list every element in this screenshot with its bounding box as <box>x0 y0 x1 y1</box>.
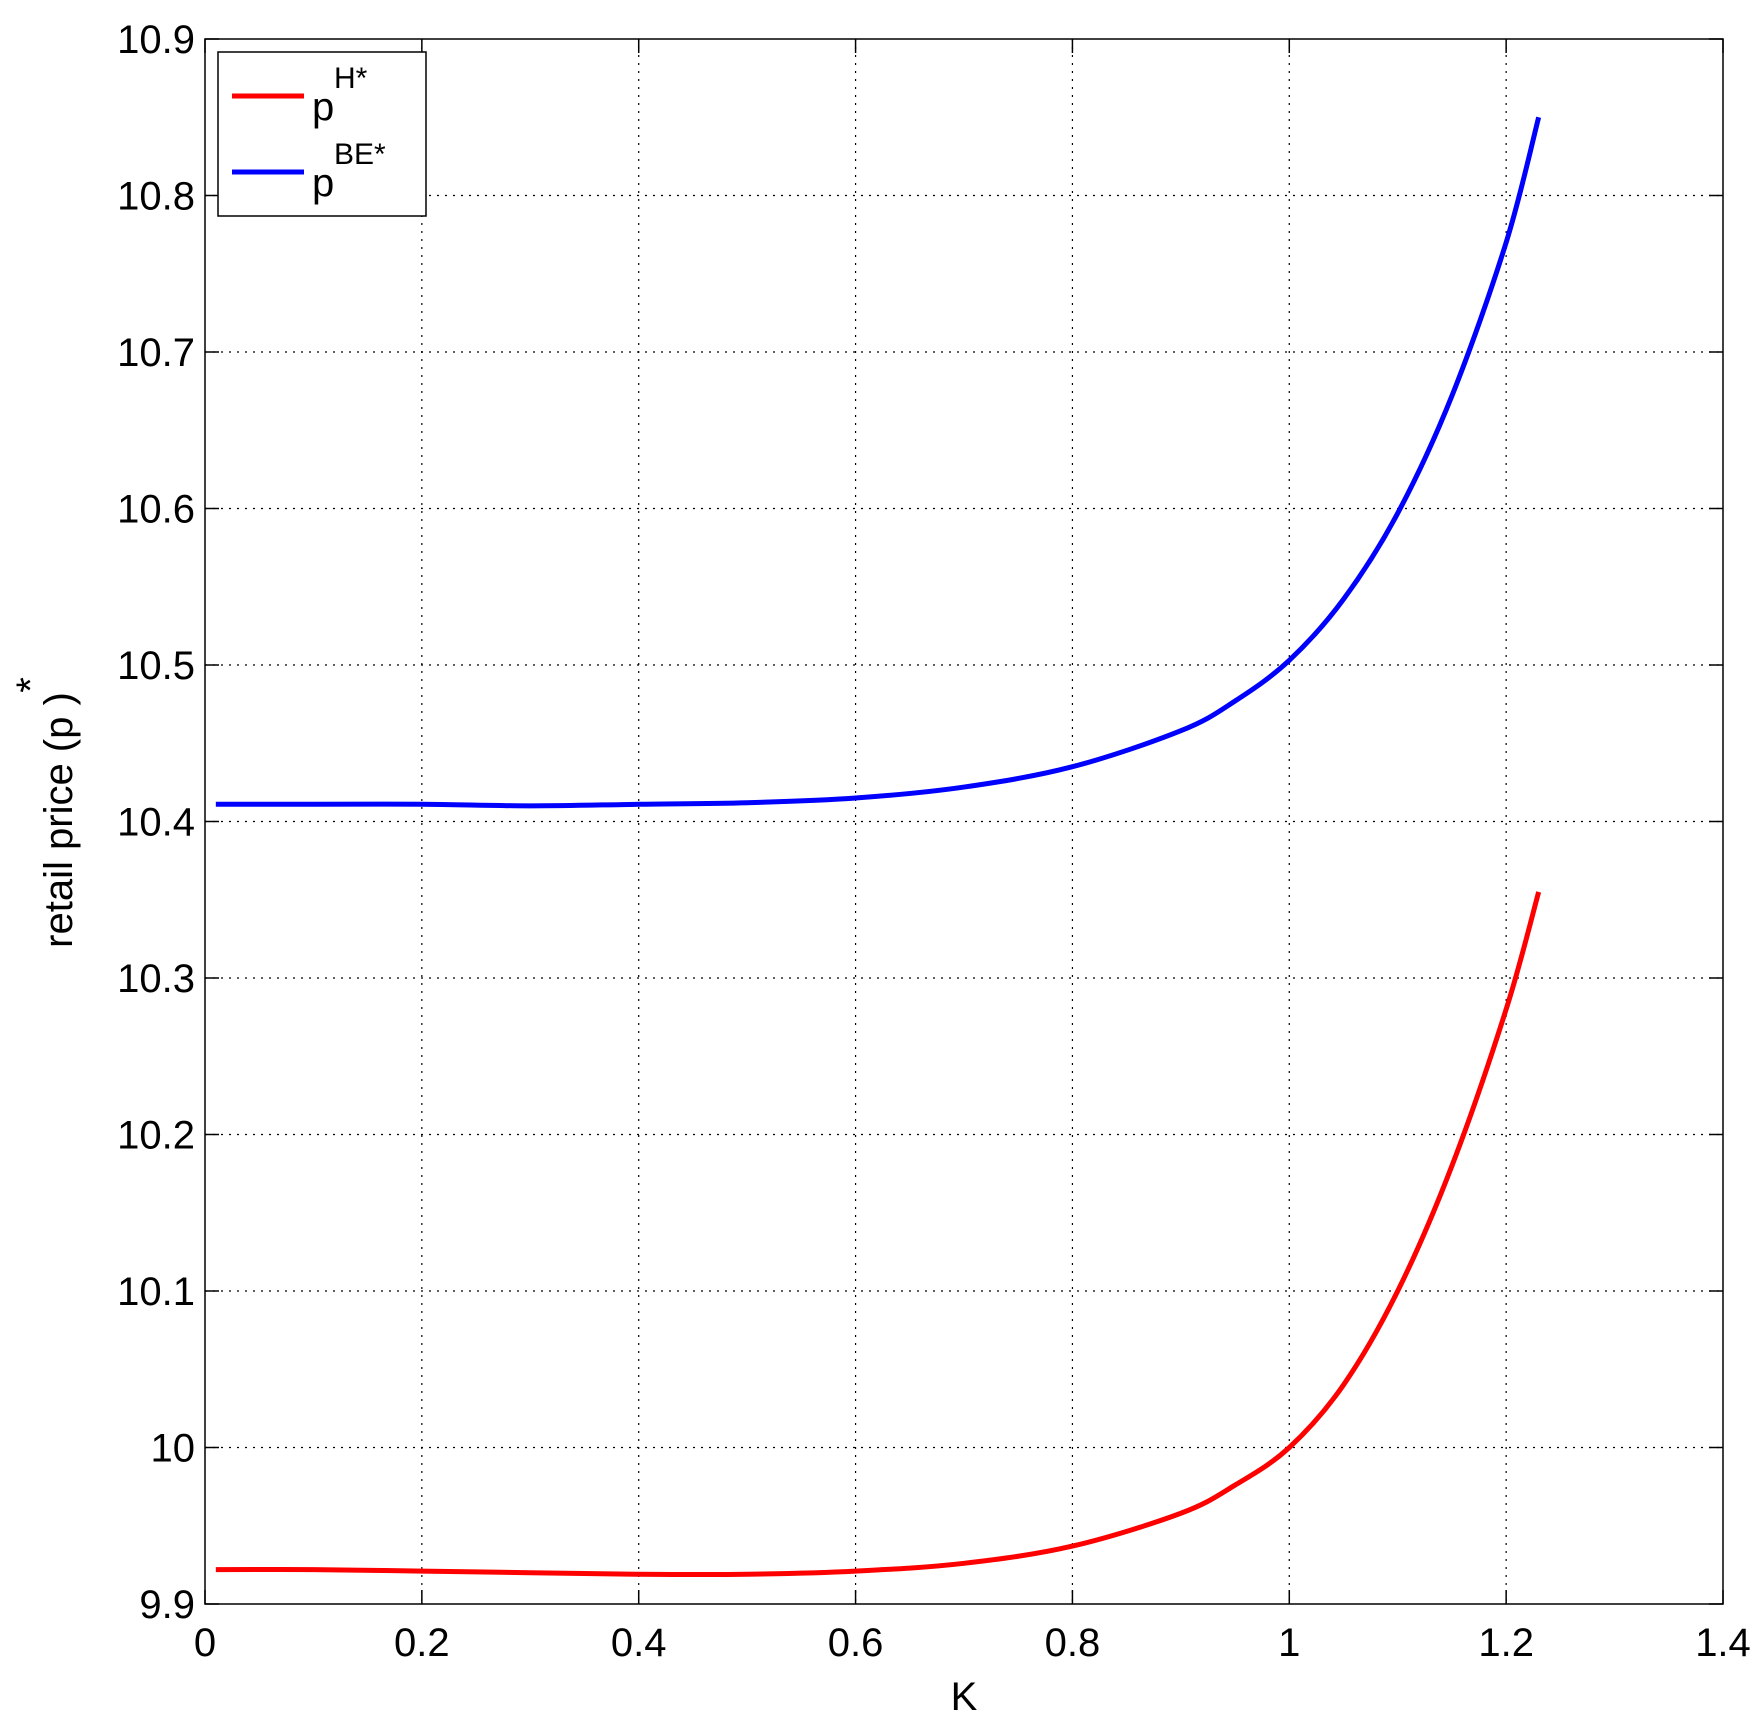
y-tick-labels: 9.9 10 10.1 10.2 10.3 10.4 10.5 10.6 10.7 10.8 10.… <box>117 18 195 1627</box>
legend-label-pbe-base: p <box>312 161 334 205</box>
x-tick-label: 0.4 <box>611 1621 667 1665</box>
x-tick-label: 0 <box>194 1621 216 1665</box>
gridlines <box>205 39 1723 1604</box>
y-tick-label: 9.9 <box>139 1583 195 1627</box>
series-line-ph <box>215 891 1542 1578</box>
x-tick-labels: 0 0.2 0.4 0.6 0.8 1 1.2 1.4 <box>194 1621 1751 1665</box>
x-axis-label: K <box>951 1675 978 1719</box>
y-tick-label: 10.9 <box>117 18 195 62</box>
y-tick-label: 10.4 <box>117 801 195 845</box>
x-tick-label: 1.2 <box>1478 1621 1534 1665</box>
axis-ticks <box>204 38 1724 1605</box>
legend-label-ph-sup: H* <box>334 62 368 95</box>
x-tick-label: 1 <box>1278 1621 1300 1665</box>
y-tick-label: 10.6 <box>117 488 195 532</box>
y-tick-label: 10 <box>151 1427 196 1471</box>
y-tick-label: 10.2 <box>117 1114 195 1158</box>
legend-label-ph-base: p <box>312 85 334 129</box>
legend-label-pbe: p <box>312 161 334 205</box>
y-axis-label: retail price (p ) <box>37 692 81 948</box>
y-tick-label: 10.8 <box>117 175 195 219</box>
series-lines <box>215 116 1542 1578</box>
legend-label-ph: p <box>312 85 334 129</box>
legend-label-pbe-sup: BE* <box>334 138 386 171</box>
legend-box <box>217 51 427 217</box>
y-tick-label: 10.7 <box>117 331 195 375</box>
y-tick-label: 10.3 <box>117 957 195 1001</box>
y-tick-label: 10.1 <box>117 1270 195 1314</box>
series-line-pbe <box>215 116 1542 809</box>
x-tick-label: 0.8 <box>1045 1621 1101 1665</box>
x-tick-label: 1.4 <box>1695 1621 1751 1665</box>
x-tick-label: 0.6 <box>828 1621 884 1665</box>
y-axis-label-superscript: * <box>9 677 53 693</box>
y-tick-label: 10.5 <box>117 644 195 688</box>
y-axis-label-group: retail price (p ) * <box>9 677 81 948</box>
x-tick-label: 0.2 <box>394 1621 450 1665</box>
legend: p H* p BE* <box>217 51 427 217</box>
